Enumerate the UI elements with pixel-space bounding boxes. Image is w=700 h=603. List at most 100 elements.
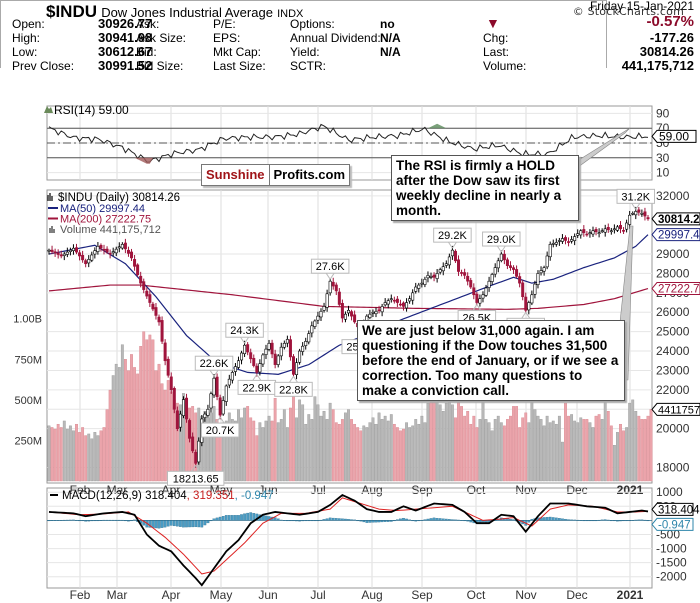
candle-body bbox=[111, 251, 115, 254]
price-annotation: We are just below 31,000 again. I am que… bbox=[357, 320, 625, 401]
price-label-pointer bbox=[240, 336, 250, 344]
macd-month-label: Jun bbox=[258, 588, 277, 602]
volume-bar bbox=[579, 417, 583, 482]
price-legend-entry: MA(200) 27222.75 bbox=[60, 214, 151, 226]
volume-bar bbox=[499, 422, 503, 482]
price-label-pointer bbox=[289, 376, 298, 383]
macd-line bbox=[48, 493, 649, 587]
candle-body bbox=[615, 226, 619, 231]
candle-body bbox=[505, 259, 509, 266]
volume-bar bbox=[62, 420, 66, 482]
volume-bar bbox=[634, 411, 638, 482]
options-value: no bbox=[380, 17, 395, 31]
candle-body bbox=[273, 353, 277, 365]
candle-body bbox=[350, 311, 354, 317]
candle-body bbox=[291, 356, 295, 375]
macd-histogram-bar bbox=[191, 520, 195, 528]
price-month-label: Mar bbox=[107, 483, 128, 497]
macd-histogram-bar bbox=[224, 515, 228, 521]
candle-body bbox=[383, 302, 387, 306]
candle-body bbox=[328, 280, 332, 294]
volume-bar bbox=[304, 423, 308, 482]
volume-bar bbox=[518, 427, 522, 482]
candle-body bbox=[243, 344, 247, 355]
volume-bar bbox=[334, 422, 338, 482]
candle-body bbox=[114, 248, 118, 254]
bid-size-label: Bid Size: bbox=[136, 59, 184, 73]
annual-dividend-value: N/A bbox=[380, 31, 401, 45]
volume-bar bbox=[420, 415, 424, 482]
pct-change: -0.57% bbox=[646, 13, 694, 30]
volume-bar bbox=[408, 427, 412, 482]
volume-bar bbox=[194, 412, 198, 482]
volume-bar bbox=[392, 423, 396, 482]
volume-bar bbox=[506, 419, 509, 482]
price-month-label: Sep bbox=[411, 483, 433, 497]
macd-histogram-bar bbox=[240, 514, 243, 521]
open-label: Open: bbox=[12, 17, 45, 31]
volume-bar bbox=[643, 419, 647, 482]
volume-current-value: 44117571 bbox=[658, 404, 700, 416]
volume-bar bbox=[273, 398, 277, 482]
price-label-box bbox=[274, 381, 313, 397]
candle-body bbox=[197, 440, 201, 463]
candle-body bbox=[551, 243, 555, 245]
candle-body bbox=[398, 303, 402, 306]
volume-bar bbox=[258, 422, 262, 482]
volume-bar bbox=[87, 433, 91, 482]
volume-bar bbox=[59, 427, 63, 482]
candle-body bbox=[313, 320, 317, 327]
price-label-pointer bbox=[496, 245, 506, 253]
volume-bar bbox=[521, 417, 525, 482]
macd-legend-value: , 319.351 bbox=[187, 490, 235, 502]
candle-body bbox=[230, 372, 234, 381]
candle-body bbox=[554, 242, 558, 245]
candle-body bbox=[548, 244, 552, 258]
macd-month-label: Dec bbox=[566, 588, 587, 602]
volume-bar bbox=[625, 427, 629, 482]
volume-bar bbox=[588, 422, 592, 482]
candle-body bbox=[524, 296, 528, 311]
candle-body bbox=[142, 281, 146, 290]
macd-histogram-bar bbox=[163, 520, 167, 528]
price-tick-label: 28000 bbox=[656, 266, 690, 280]
chg-value: -177.26 bbox=[649, 30, 694, 45]
candle-body bbox=[402, 302, 406, 307]
volume-bar bbox=[509, 415, 512, 482]
volume-bar bbox=[316, 404, 320, 482]
volume-bar bbox=[301, 404, 305, 482]
candle-body bbox=[628, 214, 632, 225]
price-label-pointer bbox=[252, 374, 262, 381]
candle-body bbox=[117, 246, 121, 249]
volume-current-tag bbox=[651, 402, 700, 416]
volume-legend-icon bbox=[49, 226, 55, 233]
candle-body bbox=[90, 254, 94, 261]
candle-body bbox=[508, 265, 512, 268]
volume-bar bbox=[276, 422, 280, 482]
candle-body bbox=[139, 275, 143, 284]
volume-bar bbox=[127, 370, 130, 482]
macd-current-value: 318.404 bbox=[658, 504, 700, 516]
volume-bar bbox=[533, 409, 537, 482]
volume-bar bbox=[237, 409, 240, 482]
candle-body bbox=[279, 346, 283, 357]
price-current-tag bbox=[651, 212, 700, 226]
volume-bar bbox=[230, 419, 234, 482]
volume-bar bbox=[270, 420, 274, 482]
candle-body bbox=[484, 287, 488, 296]
volume-bar bbox=[441, 411, 445, 482]
candle-body bbox=[588, 232, 592, 234]
volume-bar bbox=[490, 430, 494, 482]
volume-bar bbox=[356, 427, 360, 482]
candle-body bbox=[481, 294, 485, 299]
candle-body bbox=[240, 352, 244, 361]
price-label: 20.7K bbox=[206, 425, 235, 437]
volume-bar bbox=[402, 428, 405, 482]
volume-bar bbox=[154, 370, 158, 482]
volume-bar bbox=[594, 415, 598, 482]
candle-body bbox=[414, 286, 418, 292]
volume-bar bbox=[524, 412, 528, 482]
candle-body bbox=[490, 274, 494, 282]
price-tick-label: 23000 bbox=[656, 363, 690, 377]
candle-body bbox=[463, 272, 467, 276]
